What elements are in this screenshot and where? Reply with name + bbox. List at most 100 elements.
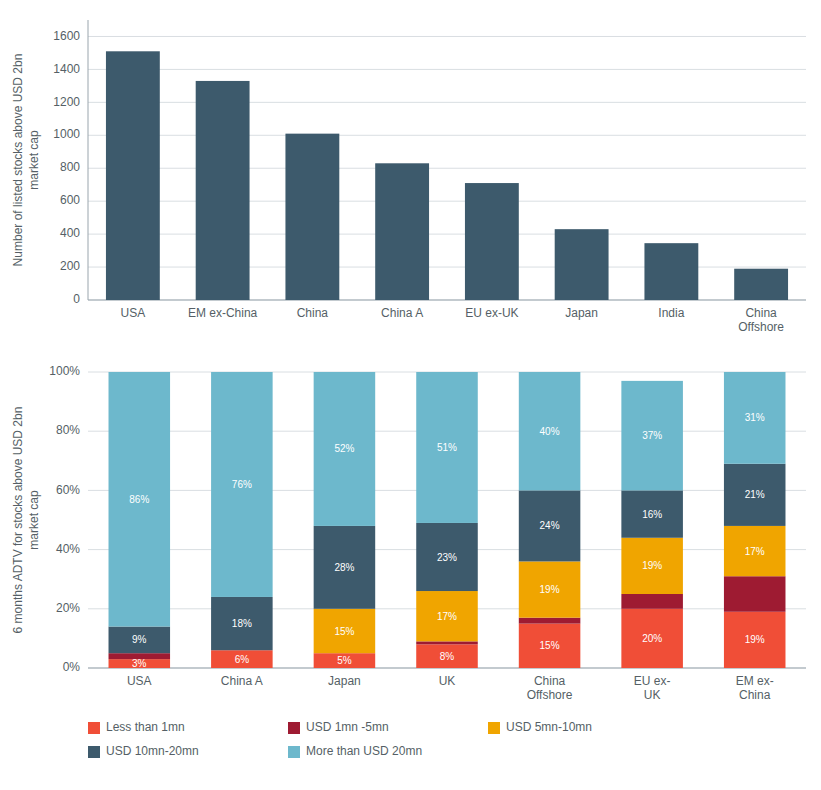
data-label: 17% xyxy=(745,546,765,557)
y-axis-label: 6 months ADTV for stocks above USD 2bnma… xyxy=(11,407,41,634)
bar xyxy=(375,163,429,300)
data-label: 3% xyxy=(132,658,147,669)
y-tick-label: 0 xyxy=(73,292,80,306)
data-label: 16% xyxy=(642,509,662,520)
data-label: 17% xyxy=(437,611,457,622)
data-label: 37% xyxy=(642,430,662,441)
bar-segment xyxy=(519,624,581,668)
bar xyxy=(644,243,698,300)
y-tick-label: 800 xyxy=(60,160,80,174)
data-label: 24% xyxy=(540,520,560,531)
bar xyxy=(555,229,609,300)
y-tick-label: 60% xyxy=(56,483,80,497)
x-tick-label: EM ex-China xyxy=(736,674,774,702)
x-tick-label: USA xyxy=(127,674,152,688)
y-tick-label: 1000 xyxy=(53,127,80,141)
bar-segment xyxy=(621,538,683,594)
data-label: 20% xyxy=(642,633,662,644)
bar-segment xyxy=(621,609,683,668)
data-label: 76% xyxy=(232,479,252,490)
bar-segment xyxy=(314,372,376,526)
bar-segment xyxy=(519,561,581,617)
bar-segment xyxy=(211,597,273,650)
x-tick-label: USA xyxy=(121,306,146,320)
y-tick-label: 400 xyxy=(60,226,80,240)
data-label: 15% xyxy=(334,626,354,637)
data-label: 23% xyxy=(437,552,457,563)
bar-segment xyxy=(416,644,478,668)
bar-segment xyxy=(621,381,683,491)
data-label: 8% xyxy=(440,651,455,662)
bar-segment xyxy=(519,372,581,490)
bar-segment xyxy=(724,464,786,526)
x-tick-label: China A xyxy=(221,674,263,688)
legend-swatch xyxy=(88,722,100,734)
data-label: 52% xyxy=(334,443,354,454)
x-tick-label: UK xyxy=(439,674,456,688)
y-tick-label: 80% xyxy=(56,423,80,437)
legend-label: More than USD 20mn xyxy=(306,744,422,758)
bar xyxy=(285,134,339,300)
data-label: 9% xyxy=(132,634,147,645)
y-axis-line xyxy=(88,20,89,300)
grid-line xyxy=(88,36,806,37)
y-tick-label: 1400 xyxy=(53,62,80,76)
bar-segment xyxy=(416,591,478,641)
data-label: 6% xyxy=(235,654,250,665)
x-tick-label: ChinaOffshore xyxy=(738,306,784,334)
legend-swatch xyxy=(488,722,500,734)
bar-segment xyxy=(314,653,376,668)
data-label: 19% xyxy=(642,560,662,571)
x-tick-label: EM ex-China xyxy=(188,306,258,320)
y-tick-label: 600 xyxy=(60,193,80,207)
data-label: 15% xyxy=(540,640,560,651)
x-tick-label: India xyxy=(658,306,684,320)
bar-segment xyxy=(724,526,786,576)
bar-segment xyxy=(314,609,376,653)
x-tick-label: China xyxy=(297,306,329,320)
bar-segment xyxy=(109,372,171,627)
chart-0: 02004006008001000120014001600Number of l… xyxy=(11,20,806,334)
bar-segment xyxy=(621,490,683,537)
bar-segment xyxy=(519,490,581,561)
x-tick-label: Japan xyxy=(328,674,361,688)
y-tick-label: 40% xyxy=(56,542,80,556)
bar-segment xyxy=(416,641,478,644)
data-label: 40% xyxy=(540,426,560,437)
y-axis-label: Number of listed stocks above USD 2bnmar… xyxy=(11,54,41,267)
legend-label: USD 1mn -5mn xyxy=(306,720,389,734)
bar-segment xyxy=(314,526,376,609)
bar-segment xyxy=(519,618,581,624)
bar xyxy=(106,51,160,300)
bar-segment xyxy=(109,627,171,654)
marks xyxy=(109,372,786,668)
bar-segment xyxy=(211,372,273,597)
bar xyxy=(465,183,519,300)
y-tick-label: 100% xyxy=(49,364,80,378)
x-tick-label: ChinaOffshore xyxy=(527,674,573,702)
x-tick-label: EU ex-UK xyxy=(465,306,518,320)
bar-segment xyxy=(724,612,786,668)
grid-line xyxy=(88,69,806,70)
bar-segment xyxy=(724,372,786,464)
legend-swatch xyxy=(288,722,300,734)
data-label: 31% xyxy=(745,412,765,423)
legend: Less than 1mnUSD 1mn -5mnUSD 5mn-10mnUSD… xyxy=(88,720,592,758)
bar-segment xyxy=(416,372,478,523)
y-tick-label: 1200 xyxy=(53,95,80,109)
x-tick-label: EU ex-UK xyxy=(634,674,671,702)
bar xyxy=(734,269,788,300)
y-tick-label: 1600 xyxy=(53,29,80,43)
legend-swatch xyxy=(288,746,300,758)
data-label: 18% xyxy=(232,618,252,629)
legend-label: USD 10mn-20mn xyxy=(106,744,199,758)
legend-label: USD 5mn-10mn xyxy=(506,720,592,734)
bar xyxy=(196,81,250,300)
legend-swatch xyxy=(88,746,100,758)
bar-segment xyxy=(211,650,273,668)
bar-segment xyxy=(416,523,478,591)
data-labels: 3%6%5%8%15%20%19%15%17%19%19%17%9%18%28%… xyxy=(129,412,765,669)
bar-segment xyxy=(724,576,786,612)
chart-1: 0%20%40%60%80%100%6 months ADTV for stoc… xyxy=(11,364,806,702)
data-label: 19% xyxy=(745,634,765,645)
